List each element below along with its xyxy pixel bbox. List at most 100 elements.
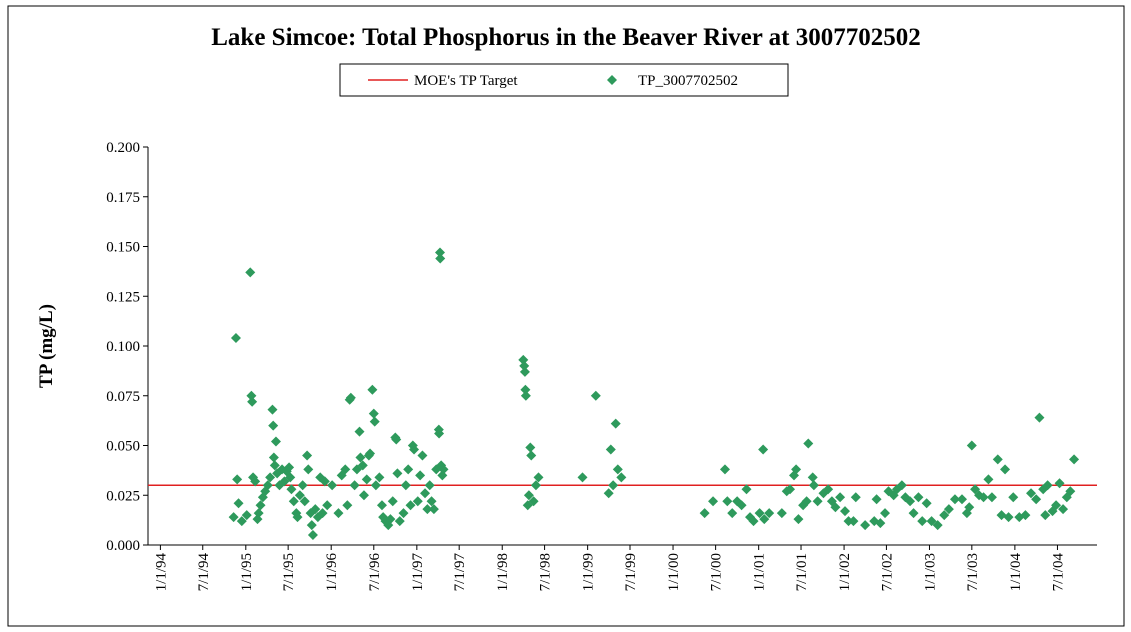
y-tick-label: 0.125 <box>106 289 140 305</box>
data-point <box>754 508 765 519</box>
data-point <box>267 404 278 415</box>
data-point <box>1026 488 1037 499</box>
data-point <box>374 472 385 483</box>
data-point <box>434 428 445 439</box>
data-point <box>438 464 449 475</box>
x-tick-label: 1/1/01 <box>752 553 768 591</box>
data-point <box>727 508 738 519</box>
data-point <box>850 492 861 503</box>
x-tick-label: 1/1/99 <box>581 553 597 591</box>
data-point <box>317 508 328 519</box>
data-point <box>299 496 310 507</box>
x-tick-label: 7/1/00 <box>709 553 725 591</box>
data-point <box>417 450 428 461</box>
data-point <box>1042 480 1053 491</box>
data-point <box>415 470 426 481</box>
data-point <box>719 464 730 475</box>
y-tick-label: 0.150 <box>106 240 140 256</box>
x-tick-label: 7/1/02 <box>879 553 895 591</box>
data-point <box>307 530 318 541</box>
data-point <box>758 444 769 455</box>
data-point <box>297 480 308 491</box>
y-tick-label: 0.175 <box>106 190 140 206</box>
data-point <box>880 508 891 519</box>
data-point <box>250 476 261 487</box>
data-point <box>1003 512 1014 523</box>
data-point <box>1034 412 1045 423</box>
data-point <box>385 514 396 525</box>
data-point <box>523 490 534 501</box>
x-tick-label: 7/1/98 <box>538 553 554 591</box>
data-point <box>367 384 378 395</box>
data-point <box>403 464 414 475</box>
data-point <box>354 426 365 437</box>
data-point <box>823 484 834 495</box>
x-tick-label: 7/1/96 <box>367 553 383 592</box>
data-point <box>520 390 531 401</box>
data-point <box>1069 454 1080 465</box>
x-tick-label: 7/1/99 <box>623 553 639 591</box>
data-point <box>302 450 313 461</box>
data-point <box>525 442 536 453</box>
data-point <box>612 464 623 475</box>
data-point <box>526 450 537 461</box>
data-point <box>807 472 818 483</box>
x-tick-label: 7/1/94 <box>196 553 212 592</box>
data-point <box>736 500 747 511</box>
x-tick-label: 7/1/97 <box>452 553 468 592</box>
data-point <box>590 390 601 401</box>
data-point <box>392 468 403 479</box>
data-point <box>361 474 372 485</box>
data-point <box>270 436 281 447</box>
x-tick-label: 1/1/00 <box>666 553 682 591</box>
y-tick-label: 0.025 <box>106 488 140 504</box>
data-point <box>233 498 244 509</box>
x-tick-label: 7/1/03 <box>965 553 981 591</box>
data-point <box>387 496 398 507</box>
data-point <box>896 480 907 491</box>
data-point <box>519 366 530 377</box>
data-point <box>268 452 279 463</box>
data-point <box>294 490 305 501</box>
legend-box <box>339 63 789 97</box>
data-point <box>759 514 770 525</box>
data-point <box>319 476 330 487</box>
data-point <box>518 354 529 365</box>
data-point <box>340 464 351 475</box>
y-tick-label: 0.100 <box>106 339 140 355</box>
y-tick-label: 0.200 <box>106 140 140 156</box>
data-point <box>365 448 376 459</box>
data-point <box>285 472 296 483</box>
data-point <box>349 480 360 491</box>
data-point <box>860 520 871 531</box>
data-point <box>708 496 719 507</box>
data-point <box>435 247 445 258</box>
chart-title: Lake Simcoe: Total Phosphorus in the Bea… <box>211 24 921 51</box>
x-tick-label: 1/1/02 <box>837 553 853 591</box>
data-point <box>791 464 802 475</box>
data-point <box>871 494 882 505</box>
data-point <box>616 472 627 483</box>
data-point <box>1040 510 1051 521</box>
data-point <box>358 490 369 501</box>
data-point <box>913 492 924 503</box>
data-point <box>530 480 541 491</box>
data-point <box>748 516 759 527</box>
data-point <box>236 516 247 527</box>
legend-label: MOE's TP Target <box>414 73 518 89</box>
data-point <box>1008 492 1019 503</box>
data-point <box>357 460 368 471</box>
data-point <box>1054 478 1065 489</box>
data-point <box>1065 486 1076 497</box>
data-point <box>333 508 344 519</box>
data-point <box>875 518 886 529</box>
y-tick-label: 0.050 <box>106 439 140 455</box>
data-point <box>577 472 588 483</box>
data-point <box>428 504 439 515</box>
data-point <box>996 510 1007 521</box>
data-point <box>398 508 409 519</box>
data-point <box>1014 512 1025 523</box>
data-point <box>520 384 531 395</box>
data-point <box>1000 464 1011 475</box>
data-point <box>956 494 967 505</box>
